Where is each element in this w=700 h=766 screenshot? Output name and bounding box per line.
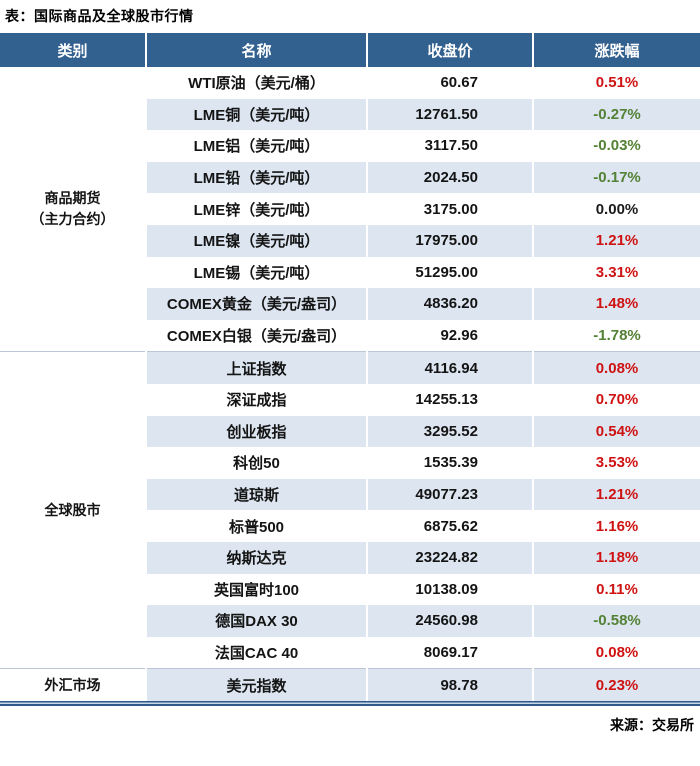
change-pct-cell: 0.11%	[532, 573, 700, 606]
header-name: 名称	[145, 33, 367, 67]
close-price-cell: 49077.23	[366, 478, 533, 511]
instrument-name-cell: LME铝（美元/吨）	[145, 130, 367, 162]
close-price-cell: 3295.52	[366, 415, 533, 448]
instrument-name-cell: 法国CAC 40	[145, 636, 367, 669]
change-pct-cell: 3.31%	[532, 256, 700, 289]
table-row: LME铝（美元/吨） 3117.50 -0.03%	[0, 130, 700, 162]
change-pct-cell: 1.21%	[532, 478, 700, 511]
instrument-name-cell: 上证指数	[145, 351, 367, 384]
instrument-name-cell: 深证成指	[145, 383, 367, 416]
instrument-name-cell: LME铅（美元/吨）	[145, 161, 367, 194]
table-bottom-rule	[0, 700, 700, 706]
change-pct-cell: 1.21%	[532, 224, 700, 257]
close-price-cell: 3117.50	[366, 130, 533, 162]
page-title: 表：国际商品及全球股市行情	[5, 8, 194, 24]
close-price-cell: 23224.82	[366, 541, 533, 574]
close-price-cell: 51295.00	[366, 256, 533, 289]
close-price-cell: 3175.00	[366, 193, 533, 225]
table-row: LME铜（美元/吨） 12761.50 -0.27%	[0, 98, 700, 131]
table-row: 全球股市 上证指数 4116.94 0.08%	[0, 351, 700, 669]
table-row: LME锌（美元/吨） 3175.00 0.00%	[0, 193, 700, 225]
close-price-cell: 98.78	[366, 668, 533, 701]
close-price-cell: 92.96	[366, 319, 533, 352]
table-row: LME铅（美元/吨） 2024.50 -0.17%	[0, 161, 700, 194]
table-row: 商品期货 （主力合约） WTI原油（美元/桶） 60.67 0.51%	[0, 67, 700, 352]
instrument-name-cell: COMEX白银（美元/盎司）	[145, 319, 367, 352]
close-price-cell: 1535.39	[366, 447, 533, 479]
change-pct-cell: -0.17%	[532, 161, 700, 194]
change-pct-cell: 1.18%	[532, 541, 700, 574]
instrument-name-cell: LME镍（美元/吨）	[145, 224, 367, 257]
close-price-cell: 24560.98	[366, 605, 533, 637]
source-note: 来源：交易所	[610, 716, 694, 733]
close-price-cell: 12761.50	[366, 98, 533, 131]
table-row: 标普500 6875.62 1.16%	[0, 510, 700, 542]
close-price-cell: 14255.13	[366, 383, 533, 416]
instrument-name-cell: 创业板指	[145, 415, 367, 448]
change-pct-cell: 0.54%	[532, 415, 700, 448]
change-pct-cell: -0.03%	[532, 130, 700, 162]
close-price-cell: 4116.94	[366, 351, 533, 384]
instrument-name-cell: 标普500	[145, 510, 367, 542]
change-pct-cell: 1.16%	[532, 510, 700, 542]
table-row: 德国DAX 30 24560.98 -0.58%	[0, 605, 700, 637]
category-cell: 全球股市	[0, 351, 146, 669]
table-row: 法国CAC 40 8069.17 0.08%	[0, 636, 700, 669]
change-pct-cell: 1.48%	[532, 288, 700, 320]
instrument-name-cell: WTI原油（美元/桶）	[145, 67, 367, 99]
change-pct-cell: 0.51%	[532, 67, 700, 99]
table-header: 类别 名称 收盘价 涨跌幅	[0, 33, 700, 67]
close-price-cell: 2024.50	[366, 161, 533, 194]
page: 表：国际商品及全球股市行情 类别 名称 收盘价 涨跌幅 商品期货 （主力合约） W…	[0, 6, 700, 766]
category-cell: 商品期货 （主力合约）	[0, 67, 146, 352]
header-close-price: 收盘价	[366, 33, 533, 67]
change-pct-cell: -0.58%	[532, 605, 700, 637]
table-row: 外汇市场 美元指数 98.78 0.23%	[0, 668, 700, 701]
instrument-name-cell: LME锡（美元/吨）	[145, 256, 367, 289]
category-cell: 外汇市场	[0, 668, 146, 701]
close-price-cell: 4836.20	[366, 288, 533, 320]
close-price-cell: 17975.00	[366, 224, 533, 257]
change-pct-cell: 3.53%	[532, 447, 700, 479]
close-price-cell: 6875.62	[366, 510, 533, 542]
change-pct-cell: 0.08%	[532, 636, 700, 669]
table-row: LME镍（美元/吨） 17975.00 1.21%	[0, 224, 700, 257]
table-row: 纳斯达克 23224.82 1.18%	[0, 541, 700, 574]
instrument-name-cell: 美元指数	[145, 668, 367, 701]
table-row: 深证成指 14255.13 0.70%	[0, 383, 700, 416]
table-body: 商品期货 （主力合约） WTI原油（美元/桶） 60.67 0.51% LME铜（美元/…	[0, 67, 700, 701]
header-row: 类别 名称 收盘价 涨跌幅	[0, 33, 700, 67]
table-row: 英国富时100 10138.09 0.11%	[0, 573, 700, 606]
close-price-cell: 10138.09	[366, 573, 533, 606]
instrument-name-cell: 道琼斯	[145, 478, 367, 511]
header-category: 类别	[0, 33, 146, 67]
table-row: COMEX白银（美元/盎司） 92.96 -1.78%	[0, 319, 700, 352]
table-row: COMEX黄金（美元/盎司） 4836.20 1.48%	[0, 288, 700, 320]
instrument-name-cell: LME锌（美元/吨）	[145, 193, 367, 225]
table-row: 科创50 1535.39 3.53%	[0, 447, 700, 479]
change-pct-cell: 0.23%	[532, 668, 700, 701]
close-price-cell: 60.67	[366, 67, 533, 99]
header-change-pct: 涨跌幅	[532, 33, 700, 67]
table-row: 创业板指 3295.52 0.54%	[0, 415, 700, 448]
instrument-name-cell: 德国DAX 30	[145, 605, 367, 637]
table-row: 道琼斯 49077.23 1.21%	[0, 478, 700, 511]
change-pct-cell: 0.08%	[532, 351, 700, 384]
change-pct-cell: -1.78%	[532, 319, 700, 352]
instrument-name-cell: COMEX黄金（美元/盎司）	[145, 288, 367, 320]
instrument-name-cell: 英国富时100	[145, 573, 367, 606]
table-row: LME锡（美元/吨） 51295.00 3.31%	[0, 256, 700, 289]
change-pct-cell: 0.00%	[532, 193, 700, 225]
quotes-table: 类别 名称 收盘价 涨跌幅 商品期货 （主力合约） WTI原油（美元/桶） 60.6…	[0, 33, 700, 701]
instrument-name-cell: LME铜（美元/吨）	[145, 98, 367, 131]
instrument-name-cell: 纳斯达克	[145, 541, 367, 574]
change-pct-cell: -0.27%	[532, 98, 700, 131]
close-price-cell: 8069.17	[366, 636, 533, 669]
instrument-name-cell: 科创50	[145, 447, 367, 479]
change-pct-cell: 0.70%	[532, 383, 700, 416]
